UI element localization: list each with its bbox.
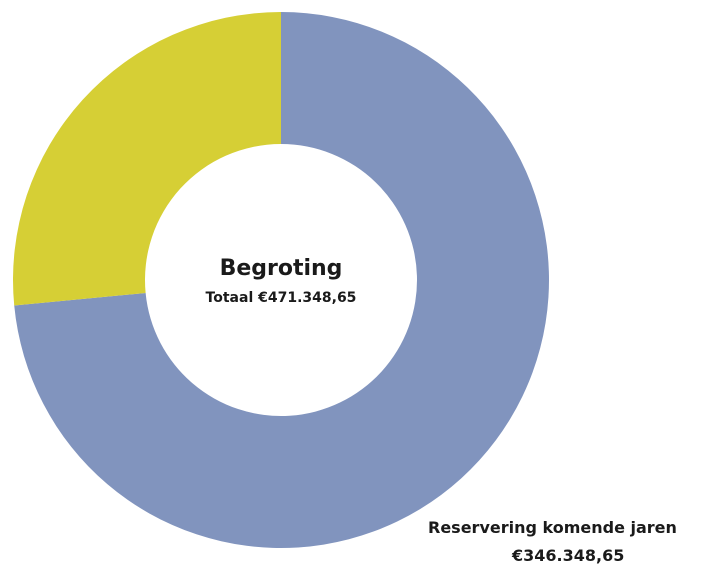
slice-value-reservering: €346.348,65: [512, 546, 625, 565]
donut-slice-1: [12, 12, 281, 306]
chart-total-label: Totaal €471.348,65: [205, 290, 357, 306]
donut-slice-0: [14, 12, 549, 548]
donut-slices: [12, 12, 549, 548]
chart-title: Begroting: [219, 256, 343, 281]
slice-label-reservering: Reservering komende jaren: [428, 518, 677, 537]
